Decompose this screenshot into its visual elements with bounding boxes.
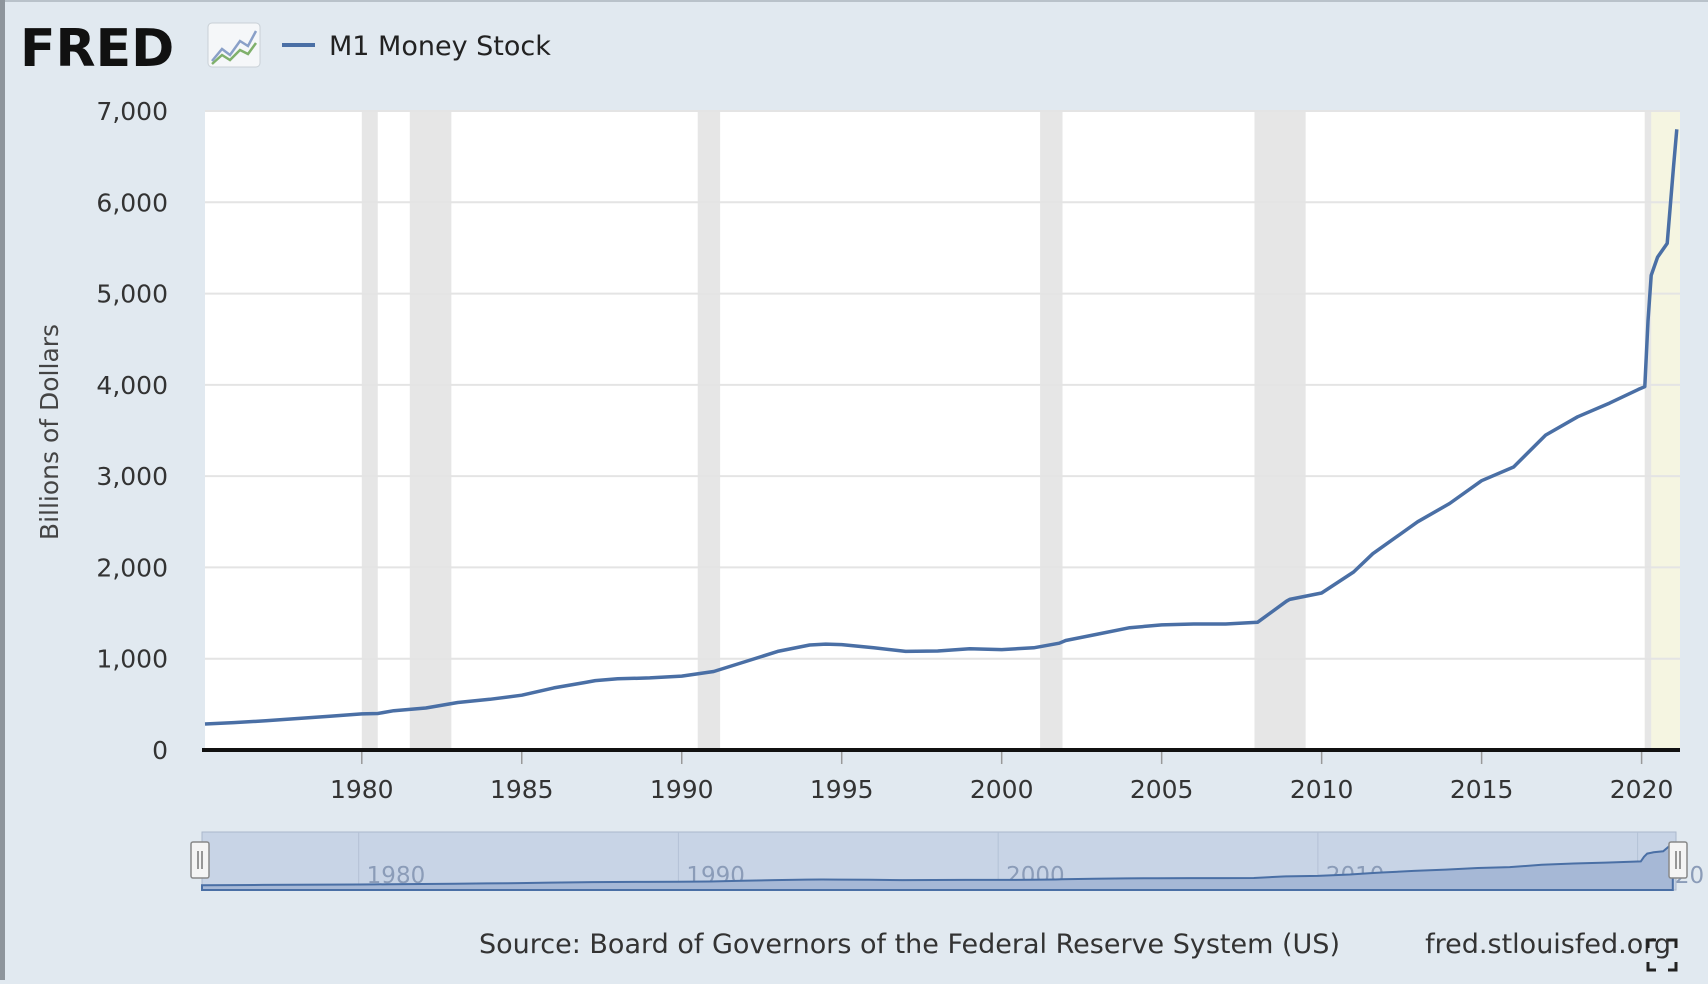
series-layer: [204, 129, 1679, 726]
fullscreen-icon-corners: [1646, 938, 1678, 972]
x-tick-label: 2020: [1610, 775, 1674, 804]
navigator-handle-right[interactable]: [1668, 841, 1688, 879]
y-axis-label: Billions of Dollars: [35, 324, 64, 540]
recession-band-4: [1254, 111, 1306, 750]
recession-bands: [361, 111, 1652, 750]
x-tick-label: 2005: [1130, 775, 1194, 804]
x-tick-label: 2000: [970, 775, 1034, 804]
source-text: Source: Board of Governors of the Federa…: [479, 929, 1340, 960]
x-tick-label: 2015: [1450, 775, 1514, 804]
y-tick-label: 7,000: [96, 97, 168, 126]
series-line-m1-money-stock: [204, 129, 1679, 726]
recession-band-1: [409, 111, 452, 750]
y-tick-label: 1,000: [96, 645, 168, 674]
y-tick-label: 3,000: [96, 462, 168, 491]
range-navigator[interactable]: 19801990200020102020: [190, 831, 1704, 891]
recession-band-3: [1040, 111, 1063, 750]
navigator-series: [201, 841, 1674, 891]
axes: 0 1,000 2,000 3,000 4,000 5,000 6,000 7,000 1980…: [96, 97, 1680, 804]
handle-left-box[interactable]: [190, 841, 210, 879]
handle-right-box[interactable]: [1668, 841, 1688, 879]
x-tick-label: 2010: [1290, 775, 1354, 804]
gridlines: [205, 110, 1680, 660]
top-border: [0, 0, 1708, 2]
x-tick-label: 1995: [810, 775, 874, 804]
y-tick-label: 0: [152, 736, 168, 765]
fullscreen-icon[interactable]: [1646, 938, 1678, 972]
site-link[interactable]: fred.stlouisfed.org: [1425, 929, 1671, 960]
y-tick-label: 5,000: [96, 280, 168, 309]
left-border: [0, 0, 5, 980]
legend: M1 Money Stock: [282, 31, 551, 62]
y-tick-label: 2,000: [96, 553, 168, 582]
y-tick-label: 6,000: [96, 188, 168, 217]
x-tick-label: 1985: [490, 775, 554, 804]
y-tick-label: 4,000: [96, 371, 168, 400]
recession-band-0: [361, 111, 378, 750]
recession-band-2: [697, 111, 721, 750]
navigator-handle-left[interactable]: [190, 841, 210, 879]
x-tick-label: 1980: [330, 775, 394, 804]
fred-graph-icon-line-1: [211, 30, 258, 62]
legend-label: M1 Money Stock: [329, 31, 551, 62]
fred-graph-icon-line-2: [211, 42, 258, 65]
fred-logo[interactable]: FRED: [20, 19, 261, 79]
fred-logo-text: FRED: [20, 19, 174, 79]
recession-band-5: [1644, 111, 1652, 750]
x-tick-label: 1990: [650, 775, 714, 804]
